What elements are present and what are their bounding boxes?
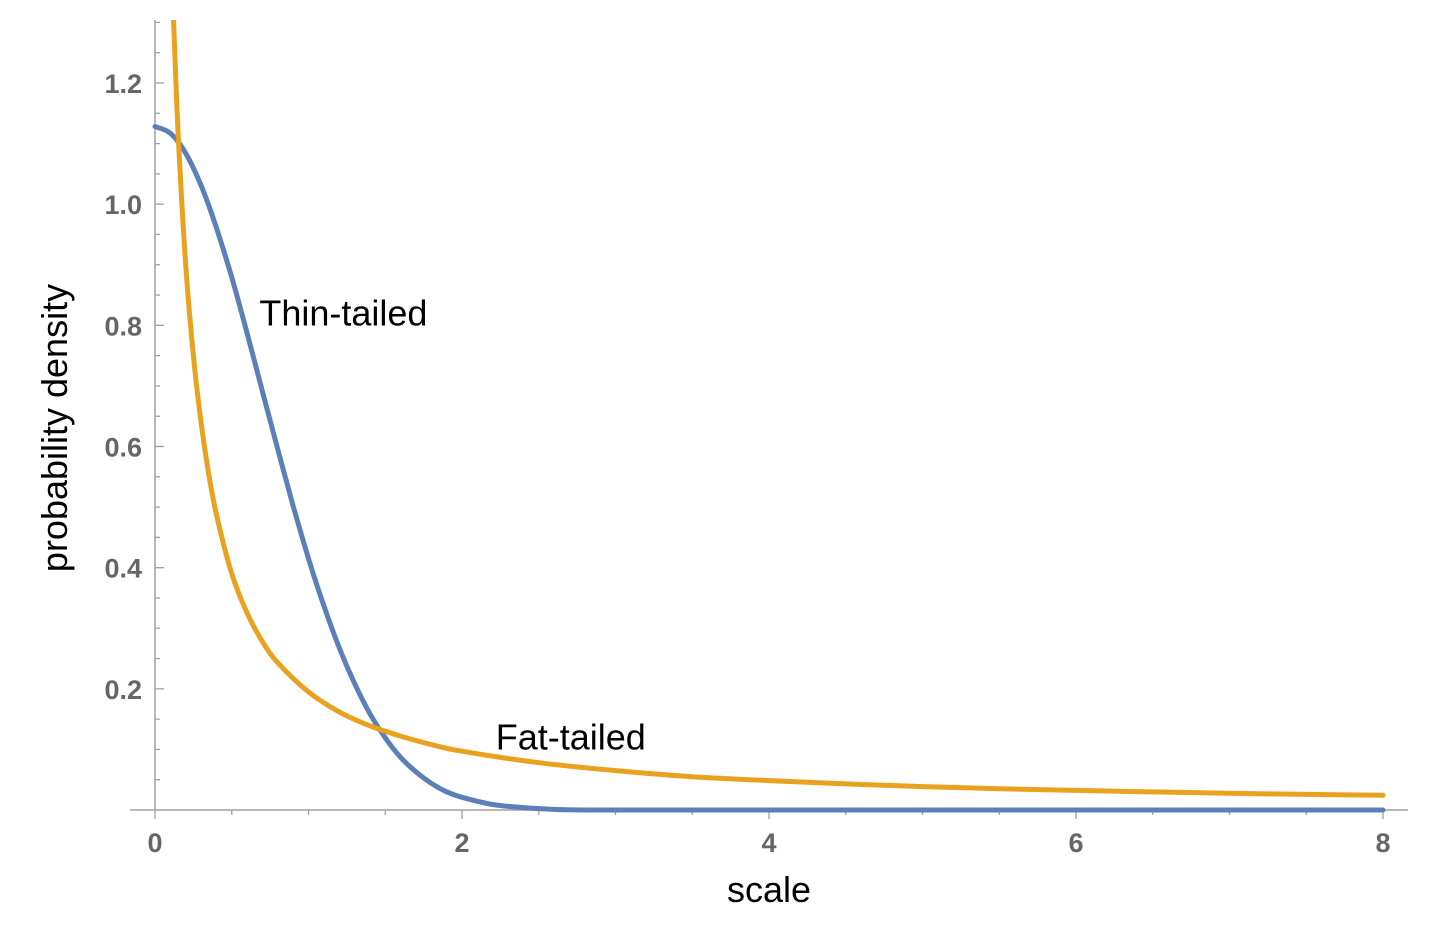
thin-tailed-curve — [152, 124, 1386, 813]
axes — [130, 20, 1408, 811]
series-curves — [152, 20, 1386, 813]
y-axis-title: probability density — [34, 284, 75, 572]
y-tick-label: 1.2 — [104, 69, 142, 99]
y-tick-label: 0.2 — [104, 675, 142, 705]
fat-tailed-annotation: Fat-tailed — [496, 716, 646, 757]
y-tick-label: 1.0 — [104, 190, 142, 220]
y-tick-label: 0.4 — [104, 554, 142, 584]
thin-tailed-annotation: Thin-tailed — [259, 292, 427, 333]
x-tick-label: 0 — [147, 828, 162, 858]
x-tick-label: 6 — [1068, 828, 1083, 858]
y-tick-label: 0.8 — [104, 311, 142, 341]
fat-tailed-curve — [171, 20, 1386, 798]
x-tick-label: 4 — [761, 828, 776, 858]
tick-marks — [154, 21, 1384, 819]
x-axis-title: scale — [727, 869, 811, 910]
y-tick-label: 0.6 — [104, 433, 142, 463]
x-tick-label: 2 — [454, 828, 469, 858]
tick-labels: 0 2 4 6 8 0.2 0.4 0.6 0.8 1.0 1.2 — [104, 69, 1390, 858]
x-tick-label: 8 — [1375, 828, 1390, 858]
curve-annotations: Thin-tailed Fat-tailed — [259, 292, 645, 757]
